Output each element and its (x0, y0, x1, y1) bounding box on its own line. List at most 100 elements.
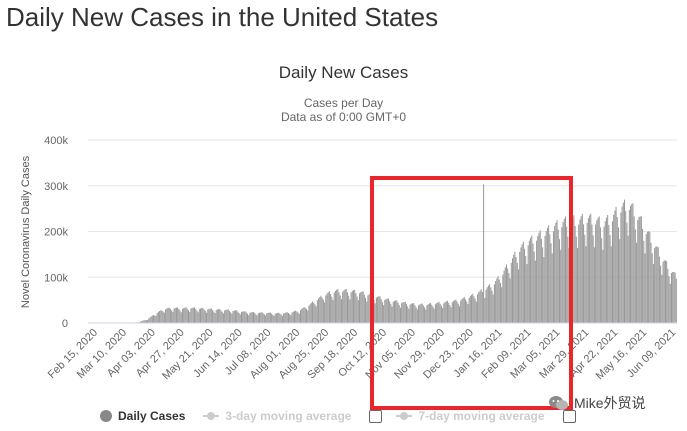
daily-cases-bar[interactable] (611, 221, 613, 323)
daily-cases-bar[interactable] (617, 227, 619, 323)
daily-cases-bar[interactable] (650, 242, 652, 323)
daily-cases-bar[interactable] (393, 300, 395, 323)
daily-cases-bar[interactable] (256, 315, 258, 323)
daily-cases-bar[interactable] (167, 307, 169, 323)
daily-cases-bar[interactable] (386, 298, 388, 323)
daily-cases-bar[interactable] (518, 269, 520, 323)
daily-cases-bar[interactable] (151, 315, 153, 323)
daily-cases-bar[interactable] (150, 316, 152, 323)
daily-cases-bar[interactable] (472, 293, 474, 323)
daily-cases-bar[interactable] (248, 315, 250, 323)
daily-cases-bar[interactable] (492, 294, 494, 323)
daily-cases-bar[interactable] (633, 216, 635, 323)
daily-cases-bar[interactable] (202, 307, 204, 323)
daily-cases-bar[interactable] (377, 296, 379, 323)
daily-cases-bar[interactable] (485, 289, 487, 323)
daily-cases-bar[interactable] (483, 184, 485, 323)
daily-cases-bar[interactable] (290, 315, 292, 323)
daily-cases-bar[interactable] (669, 283, 671, 323)
daily-cases-bar[interactable] (283, 313, 285, 323)
daily-cases-bar[interactable] (190, 308, 192, 323)
daily-cases-bar[interactable] (404, 301, 406, 323)
daily-cases-bar[interactable] (457, 303, 459, 323)
daily-cases-bar[interactable] (255, 314, 257, 323)
daily-cases-bar[interactable] (166, 308, 168, 323)
daily-cases-bar[interactable] (590, 213, 592, 323)
daily-cases-bar[interactable] (610, 246, 612, 323)
daily-cases-bar[interactable] (630, 205, 632, 323)
daily-cases-bar[interactable] (436, 303, 438, 323)
daily-cases-bar[interactable] (259, 312, 261, 323)
daily-cases-bar[interactable] (189, 311, 191, 323)
daily-cases-bar[interactable] (640, 216, 642, 323)
daily-cases-bar[interactable] (154, 315, 156, 323)
daily-cases-bar[interactable] (525, 255, 527, 323)
daily-cases-bar[interactable] (384, 299, 386, 323)
daily-cases-bar[interactable] (180, 312, 182, 323)
daily-cases-bar[interactable] (208, 308, 210, 323)
daily-cases-bar[interactable] (156, 313, 158, 323)
daily-cases-bar[interactable] (496, 278, 498, 323)
daily-cases-bar[interactable] (581, 213, 583, 323)
daily-cases-bar[interactable] (213, 311, 215, 323)
daily-cases-bar[interactable] (578, 224, 580, 323)
daily-cases-bar[interactable] (644, 253, 646, 323)
daily-cases-bar[interactable] (184, 307, 186, 323)
daily-cases-bar[interactable] (232, 311, 234, 323)
daily-cases-bar[interactable] (528, 240, 530, 323)
daily-cases-bar[interactable] (414, 305, 416, 323)
daily-cases-bar[interactable] (549, 234, 551, 323)
daily-cases-bar[interactable] (320, 295, 322, 323)
daily-cases-bar[interactable] (639, 216, 641, 323)
daily-cases-bar[interactable] (319, 296, 321, 323)
daily-cases-bar[interactable] (480, 289, 482, 323)
daily-cases-bar[interactable] (503, 270, 505, 323)
daily-cases-bar[interactable] (443, 303, 445, 323)
checkbox-7-day-average[interactable] (562, 409, 576, 423)
daily-cases-bar[interactable] (469, 296, 471, 323)
daily-cases-bar[interactable] (533, 251, 535, 323)
daily-cases-bar[interactable] (198, 309, 200, 323)
daily-cases-bar[interactable] (250, 312, 252, 323)
daily-cases-bar[interactable] (342, 291, 344, 323)
daily-cases-bar[interactable] (326, 293, 328, 323)
daily-cases-bar[interactable] (224, 310, 226, 323)
daily-cases-bar[interactable] (237, 311, 239, 323)
daily-cases-bar[interactable] (343, 290, 345, 323)
daily-cases-bar[interactable] (243, 311, 245, 323)
daily-cases-bar[interactable] (548, 225, 550, 323)
daily-cases-bar[interactable] (399, 307, 401, 323)
daily-cases-bar[interactable] (254, 313, 256, 323)
daily-cases-bar[interactable] (560, 249, 562, 323)
daily-cases-bar[interactable] (463, 297, 465, 323)
daily-cases-bar[interactable] (144, 320, 146, 323)
daily-cases-bar[interactable] (145, 320, 147, 323)
daily-cases-bar[interactable] (561, 227, 563, 323)
daily-cases-bar[interactable] (520, 247, 522, 323)
daily-cases-bar[interactable] (279, 313, 281, 323)
daily-cases-bar[interactable] (215, 310, 217, 323)
daily-cases-bar[interactable] (390, 303, 392, 323)
daily-cases-bar[interactable] (499, 283, 501, 323)
daily-cases-bar[interactable] (239, 314, 241, 323)
daily-cases-bar[interactable] (631, 204, 633, 323)
daily-cases-bar[interactable] (405, 304, 408, 323)
daily-cases-bar[interactable] (515, 256, 517, 323)
daily-cases-bar[interactable] (302, 307, 304, 323)
daily-cases-bar[interactable] (225, 309, 227, 323)
daily-cases-bar[interactable] (448, 302, 450, 323)
daily-cases-bar[interactable] (220, 310, 222, 323)
daily-cases-bar[interactable] (313, 302, 315, 323)
daily-cases-bar[interactable] (643, 240, 645, 323)
daily-cases-bar[interactable] (656, 246, 658, 323)
daily-cases-bar[interactable] (245, 312, 247, 323)
daily-cases-bar[interactable] (263, 314, 265, 323)
daily-cases-bar[interactable] (412, 303, 414, 323)
daily-cases-bar[interactable] (357, 300, 359, 323)
daily-cases-bar[interactable] (619, 239, 621, 323)
daily-cases-bar[interactable] (651, 253, 653, 323)
daily-cases-bar[interactable] (398, 305, 400, 323)
daily-cases-bar[interactable] (584, 234, 586, 323)
daily-cases-bar[interactable] (407, 306, 409, 323)
daily-cases-bar[interactable] (395, 300, 397, 324)
